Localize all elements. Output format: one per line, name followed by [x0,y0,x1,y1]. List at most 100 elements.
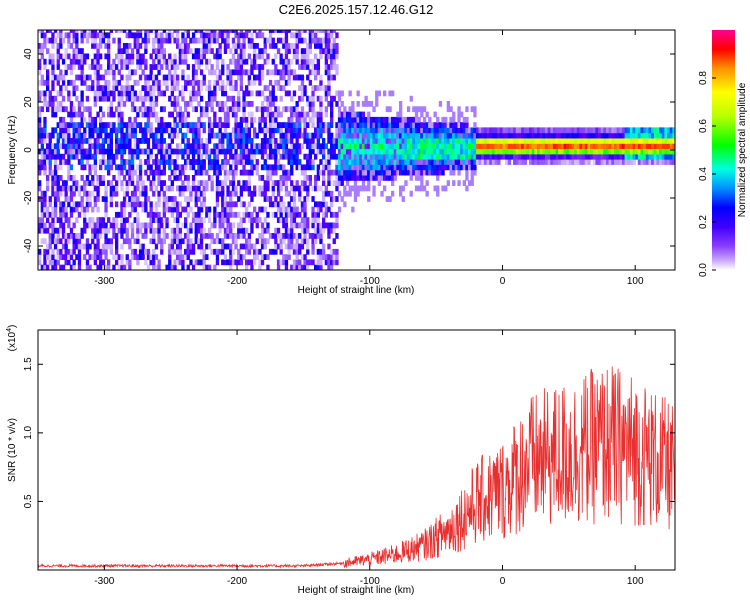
heatmap-cell [614,148,618,155]
heatmap-cell [69,206,74,213]
heatmap-cell [621,159,626,165]
heatmap-cell [332,196,336,202]
heatmap-cell [170,74,174,81]
heatmap-cell [234,48,238,54]
heatmap-cell [231,53,236,60]
heatmap-cell [40,148,44,155]
heatmap-cell [367,101,371,107]
heatmap-cell [396,116,400,123]
heatmap-cell [189,164,193,171]
heatmap-cell [396,143,400,150]
heatmap-cell [672,127,675,134]
heatmap-cell [207,69,212,76]
heatmap-cell [279,127,283,134]
heatmap-cell [210,185,214,192]
heatmap-cell [80,153,84,160]
heatmap-cell [173,227,177,234]
heatmap-cell [518,138,522,144]
heatmap-cell [239,201,243,208]
heatmap-cell [457,159,461,165]
heatmap-cell [290,164,294,171]
heatmap-cell [223,159,228,165]
heatmap-cell [353,196,358,202]
heatmap-cell [215,175,220,181]
heatmap-cell [391,153,395,160]
heatmap-cell [253,206,257,213]
heatmap-cell [38,248,42,255]
heatmap-cell [324,43,328,49]
heatmap-cell [72,132,76,139]
heatmap-cell [46,69,50,76]
heatmap-cell [160,37,164,44]
heatmap-cell [104,164,108,171]
heatmap-cell [526,132,530,139]
heatmap-cell [136,122,140,128]
heatmap-cell [290,148,294,155]
heatmap-cell [213,148,217,155]
heatmap-cell [327,159,331,165]
heatmap-cell [619,159,623,165]
heatmap-cell [178,58,182,65]
heatmap-cell [242,53,246,60]
heatmap-cell [279,164,283,171]
heatmap-cell [316,227,320,234]
heatmap-cell [91,37,95,44]
heatmap-cell [529,127,533,134]
heatmap-cell [125,85,129,91]
heatmap-cell [635,148,639,155]
heatmap-cell [298,196,302,202]
heatmap-cell [234,233,238,239]
heatmap-cell [99,248,103,255]
heatmap-cell [199,227,204,234]
heatmap-cell [385,153,389,160]
heatmap-cell [77,64,82,70]
heatmap-cell [651,127,655,134]
heatmap-cell [213,264,217,270]
heatmap-cell [109,185,113,192]
heatmap-cell [176,111,180,118]
heatmap-cell [558,153,562,160]
heatmap-cell [306,185,310,192]
heatmap-cell [335,69,339,76]
heatmap-cell [308,159,312,165]
heatmap-cell [462,159,466,165]
heatmap-cell [295,132,299,139]
heatmap-cell [433,138,437,144]
heatmap-cell [107,122,111,128]
heatmap-cell [218,74,222,81]
heatmap-cell [207,217,212,223]
heatmap-cell [486,132,490,139]
heatmap-cell [330,211,334,218]
heatmap-cell [526,153,530,160]
heatmap-cell [141,101,145,107]
heatmap-cell [555,148,559,155]
heatmap-cell [99,217,103,223]
heatmap-cell [372,148,376,155]
heatmap-cell [72,206,76,213]
heatmap-cell [202,233,206,239]
heatmap-cell [221,32,225,39]
heatmap-cell [38,58,42,65]
heatmap-cell [263,85,267,91]
heatmap-cell [213,122,217,128]
heatmap-cell [340,138,344,144]
heatmap-cell [263,243,267,250]
heatmap-cell [194,196,198,202]
heatmap-cell [154,32,159,39]
heatmap-cell [290,185,294,192]
heatmap-cell [582,153,586,160]
heatmap-cell [194,106,198,113]
heatmap-cell [242,233,246,239]
heatmap-cell [186,43,190,49]
heatmap-cell [115,106,119,113]
heatmap-cell [369,138,374,144]
heatmap-cell [133,116,137,123]
heatmap-cell [614,159,618,165]
heatmap-cell [56,32,60,39]
heatmap-cell [271,58,275,65]
heatmap-cell [223,127,228,134]
heatmap-cell [661,132,665,139]
heatmap-cell [507,153,512,160]
heatmap-cell [93,37,97,44]
heatmap-cell [223,206,228,213]
